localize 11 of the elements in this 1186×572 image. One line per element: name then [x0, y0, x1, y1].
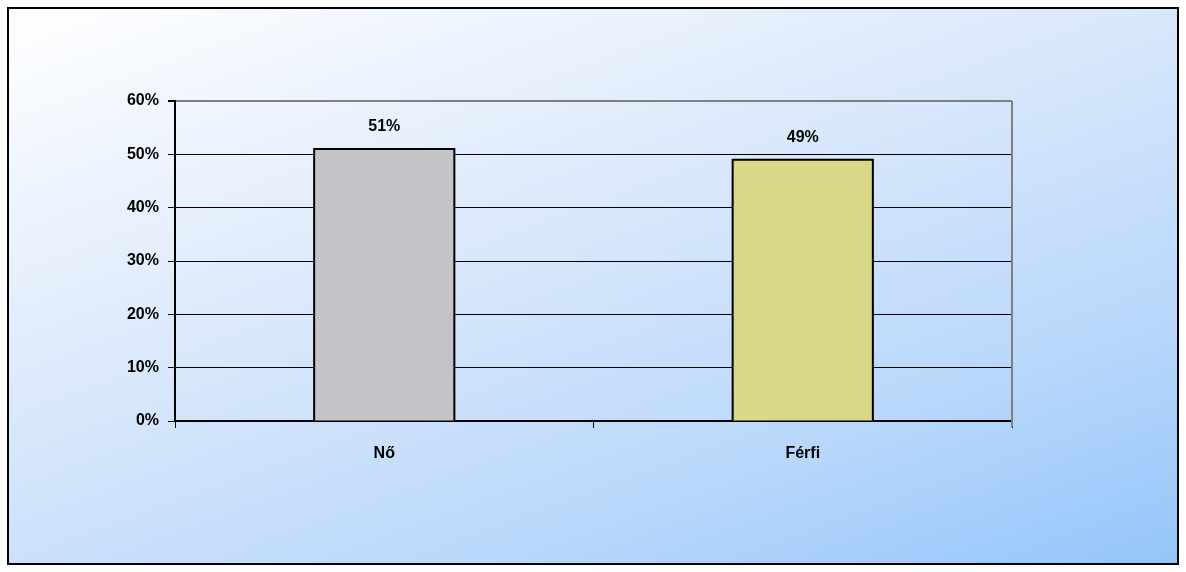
x-tick-label: Nő [373, 444, 396, 462]
y-tick-label: 20% [126, 304, 159, 322]
data-label: 51% [368, 117, 401, 135]
y-tick-label: 10% [126, 358, 159, 376]
y-tick-label: 40% [126, 198, 159, 216]
data-label: 49% [786, 128, 819, 146]
x-tick-label: Férfi [785, 444, 821, 462]
y-tick-label: 50% [126, 144, 159, 162]
y-tick-label: 30% [126, 251, 159, 269]
y-tick-label: 0% [135, 411, 159, 429]
y-tick-label: 60% [126, 91, 159, 109]
